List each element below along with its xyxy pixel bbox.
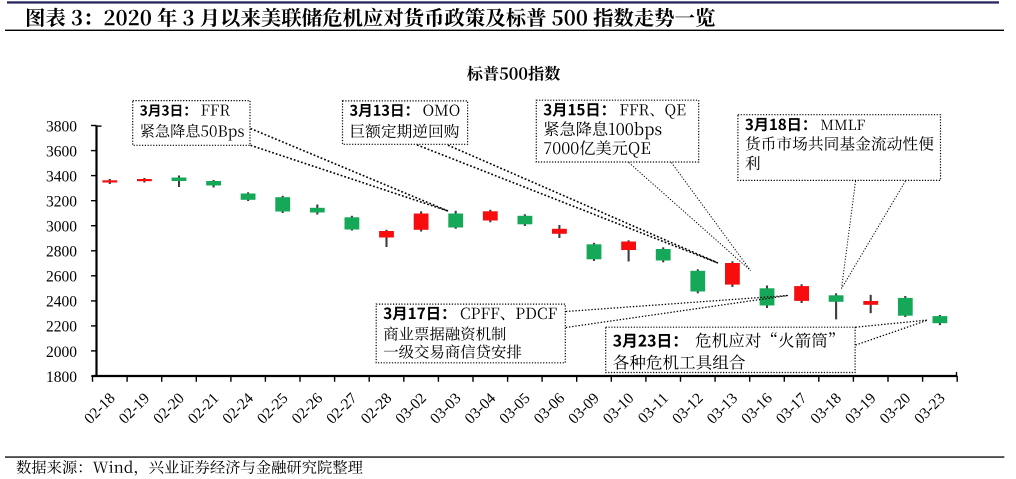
svg-text:03-05: 03-05 — [496, 390, 534, 428]
svg-text:3200: 3200 — [46, 194, 77, 211]
svg-text:03-10: 03-10 — [600, 390, 638, 428]
svg-text:03-03: 03-03 — [427, 390, 465, 428]
svg-text:02-21: 02-21 — [185, 390, 223, 428]
svg-text:2000: 2000 — [46, 344, 77, 361]
svg-text:03-19: 03-19 — [842, 390, 880, 428]
svg-text:03-11: 03-11 — [635, 390, 672, 427]
svg-text:3600: 3600 — [46, 143, 77, 160]
svg-text:02-27: 02-27 — [323, 390, 361, 428]
svg-text:02-28: 02-28 — [358, 390, 396, 428]
svg-text:03-12: 03-12 — [669, 390, 707, 428]
svg-text:03-16: 03-16 — [738, 390, 776, 428]
svg-text:02-24: 02-24 — [219, 390, 257, 428]
svg-text:03-04: 03-04 — [462, 390, 500, 428]
svg-text:03-18: 03-18 — [807, 390, 845, 428]
svg-text:2400: 2400 — [46, 294, 77, 311]
svg-text:03-02: 03-02 — [392, 390, 430, 428]
svg-text:02-20: 02-20 — [150, 390, 188, 428]
svg-text:3000: 3000 — [46, 219, 77, 236]
svg-text:02-26: 02-26 — [289, 390, 327, 428]
svg-text:3400: 3400 — [46, 168, 77, 185]
svg-text:03-17: 03-17 — [773, 390, 811, 428]
svg-text:2800: 2800 — [46, 244, 77, 261]
svg-text:03-20: 03-20 — [877, 390, 915, 428]
svg-text:02-19: 02-19 — [116, 390, 154, 428]
svg-text:1800: 1800 — [46, 369, 77, 386]
svg-text:03-09: 03-09 — [565, 390, 603, 428]
svg-text:02-25: 02-25 — [254, 390, 292, 428]
svg-text:2600: 2600 — [46, 269, 77, 286]
svg-text:02-18: 02-18 — [81, 390, 119, 428]
svg-text:03-23: 03-23 — [911, 390, 949, 428]
svg-text:03-13: 03-13 — [704, 390, 742, 428]
svg-text:2200: 2200 — [46, 319, 77, 336]
svg-text:3800: 3800 — [46, 118, 77, 135]
svg-text:03-06: 03-06 — [531, 390, 569, 428]
